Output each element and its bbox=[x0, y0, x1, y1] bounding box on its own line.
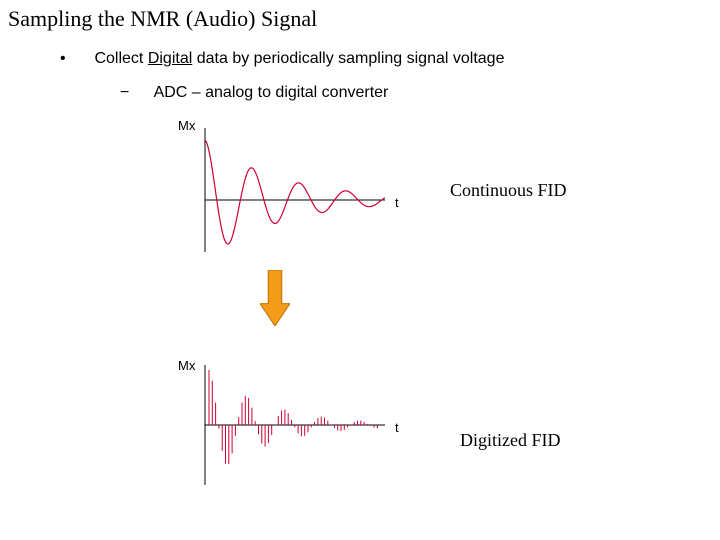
page-title: Sampling the NMR (Audio) Signal bbox=[8, 6, 317, 32]
subbullet-marker: − bbox=[120, 84, 150, 102]
bullet-text: Collect Digital data by periodically sam… bbox=[94, 50, 504, 67]
down-arrow-icon bbox=[260, 270, 290, 326]
continuous-fid-caption: Continuous FID bbox=[450, 180, 567, 201]
top-y-label: Mx bbox=[178, 118, 195, 133]
bullet-text-after: data by periodically sampling signal vol… bbox=[192, 50, 504, 67]
bottom-x-label: t bbox=[395, 420, 399, 435]
continuous-fid-chart bbox=[175, 120, 395, 260]
subbullet: − ADC – analog to digital converter bbox=[120, 84, 388, 102]
digitized-fid-caption: Digitized FID bbox=[460, 430, 561, 451]
subbullet-text: ADC – analog to digital converter bbox=[154, 84, 389, 101]
bullet-text-underlined: Digital bbox=[148, 50, 192, 67]
digitized-fid-chart bbox=[175, 360, 395, 490]
bullet-main: • Collect Digital data by periodically s… bbox=[60, 50, 504, 68]
top-x-label: t bbox=[395, 195, 399, 210]
bottom-y-label: Mx bbox=[178, 358, 195, 373]
bullet-text-before: Collect bbox=[94, 50, 147, 67]
bullet-marker: • bbox=[60, 50, 90, 68]
